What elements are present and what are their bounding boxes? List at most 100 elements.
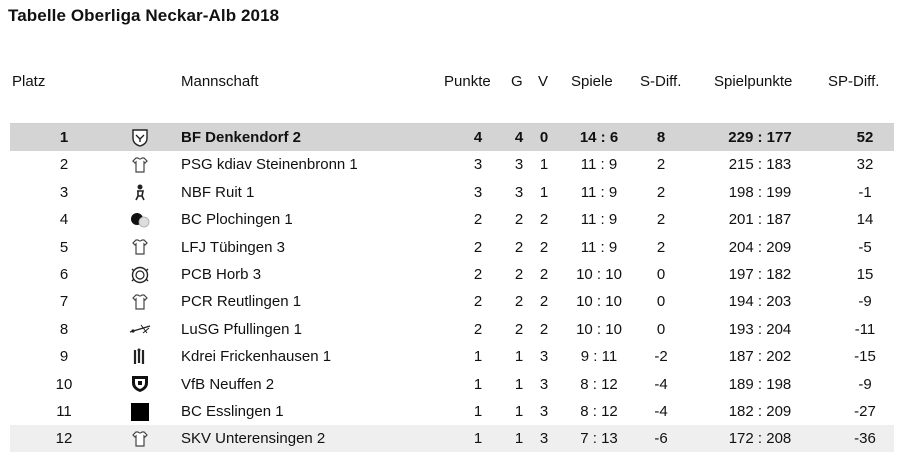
cell-platz: 11	[56, 403, 72, 420]
cell-punkte: 1	[473, 403, 483, 420]
cell-spielpunkte: 187 : 202	[728, 348, 792, 366]
cell-v: 2	[539, 238, 549, 256]
cell-platz: 9	[59, 348, 69, 366]
cell-punkte: 4	[473, 129, 483, 146]
cell-spiele: 9 : 11	[580, 348, 618, 366]
cell-platz: 8	[59, 320, 69, 338]
cell-platz: 10	[55, 375, 73, 393]
cell-sdiff: 0	[656, 320, 666, 338]
cell-spielpunkte: 172 : 208	[728, 430, 792, 448]
cell-spdiff: 32	[856, 156, 874, 174]
cell-spiele: 8 : 12	[580, 403, 618, 420]
cell-team: BC Plochingen 1	[181, 211, 293, 229]
cell-sdiff: 2	[656, 211, 666, 229]
cell-spdiff: 15	[856, 266, 874, 283]
cell-g: 1	[514, 403, 524, 420]
cell-team: Kdrei Frickenhausen 1	[181, 348, 332, 366]
cell-spiele: 10 : 10	[576, 293, 622, 311]
cell-g: 4	[514, 129, 524, 146]
cell-sdiff: 2	[656, 238, 666, 256]
cell-v: 2	[539, 211, 549, 229]
shield-icon	[129, 375, 151, 394]
cell-spdiff: -27	[854, 403, 876, 420]
cell-spielpunkte: 204 : 209	[728, 238, 792, 256]
cell-v: 1	[539, 183, 549, 201]
cell-g: 1	[514, 430, 524, 448]
cell-team: PSG kdiav Steinenbronn 1	[181, 156, 358, 174]
cell-g: 2	[514, 293, 524, 311]
cell-team: NBF Ruit 1	[181, 183, 255, 201]
cell-sdiff: -4	[654, 403, 668, 420]
cell-platz: 4	[59, 211, 69, 229]
cell-spielpunkte: 182 : 209	[728, 403, 792, 420]
cell-spielpunkte: 197 : 182	[728, 266, 792, 283]
cell-team: LFJ Tübingen 3	[181, 238, 285, 256]
cell-v: 0	[539, 129, 549, 146]
cell-spielpunkte: 229 : 177	[728, 129, 792, 146]
cell-spdiff: -11	[854, 320, 876, 338]
table-row: 2 PSG kdiav Steinenbronn 1 3 3 1 11 : 9 2 215 :…	[10, 151, 894, 178]
round-badge-icon	[129, 265, 151, 284]
header-v: V	[538, 73, 549, 90]
jersey-icon	[129, 155, 151, 174]
cell-platz: 7	[59, 293, 69, 311]
jersey-icon	[129, 238, 151, 257]
header-spiele: Spiele	[571, 73, 613, 90]
table-row: 8 LuSG Pfullingen 1 2 2 2 10 : 10 0 193 : 204 -1…	[10, 316, 894, 343]
cell-spdiff: 52	[856, 129, 874, 146]
cell-v: 2	[539, 293, 549, 311]
table-row: 6 PCB Horb 3 2 2 2 10 : 10 0 197 : 182 15	[10, 261, 894, 288]
figure-icon	[129, 183, 151, 202]
cell-spdiff: -9	[858, 293, 872, 311]
cell-spielpunkte: 193 : 204	[728, 320, 792, 338]
cell-punkte: 2	[473, 266, 483, 283]
cell-punkte: 1	[473, 375, 483, 393]
cell-spdiff: -36	[854, 430, 876, 448]
cell-team: PCR Reutlingen 1	[181, 293, 302, 311]
cell-spiele: 11 : 9	[580, 211, 618, 229]
cell-punkte: 2	[473, 293, 483, 311]
cell-team: VfB Neuffen 2	[181, 375, 275, 393]
cell-spdiff: -9	[858, 375, 872, 393]
cell-sdiff: 8	[656, 129, 666, 146]
cell-spielpunkte: 201 : 187	[728, 211, 792, 229]
cell-punkte: 1	[473, 348, 483, 366]
eagle-crest-icon	[129, 128, 151, 147]
cell-spiele: 10 : 10	[576, 320, 622, 338]
cell-v: 3	[539, 430, 549, 448]
cell-v: 1	[539, 156, 549, 174]
cell-g: 1	[514, 375, 524, 393]
header-divider	[10, 123, 894, 124]
header-mannschaft: Mannschaft	[181, 73, 259, 90]
header-punkte: Punkte	[444, 73, 491, 90]
cell-sdiff: -6	[654, 430, 668, 448]
cell-platz: 2	[59, 156, 69, 174]
cell-punkte: 2	[473, 320, 483, 338]
jersey-icon	[129, 429, 151, 448]
table-row: 4 BC Plochingen 1 2 2 2 11 : 9 2 201 : 187 14	[10, 206, 894, 233]
black-square-icon	[129, 402, 151, 421]
cell-sdiff: 0	[656, 266, 666, 283]
cell-platz: 6	[59, 266, 69, 283]
figures-icon	[129, 347, 151, 366]
cell-v: 2	[539, 320, 549, 338]
cell-platz: 3	[59, 183, 69, 201]
cell-spdiff: -5	[858, 238, 872, 256]
cell-g: 1	[514, 348, 524, 366]
cell-sdiff: -2	[654, 348, 668, 366]
cell-spiele: 11 : 9	[580, 183, 618, 201]
header-g: G	[511, 73, 523, 90]
cell-v: 3	[539, 348, 549, 366]
cell-team: LuSG Pfullingen 1	[181, 320, 302, 338]
cell-spiele: 7 : 13	[580, 430, 618, 448]
cell-spdiff: -1	[858, 183, 872, 201]
cell-sdiff: -4	[654, 375, 668, 393]
cell-sdiff: 2	[656, 156, 666, 174]
cell-v: 3	[539, 375, 549, 393]
cell-team: BC Esslingen 1	[181, 403, 284, 420]
cell-g: 2	[514, 211, 524, 229]
cell-spiele: 8 : 12	[580, 375, 618, 393]
cell-spielpunkte: 215 : 183	[728, 156, 792, 174]
